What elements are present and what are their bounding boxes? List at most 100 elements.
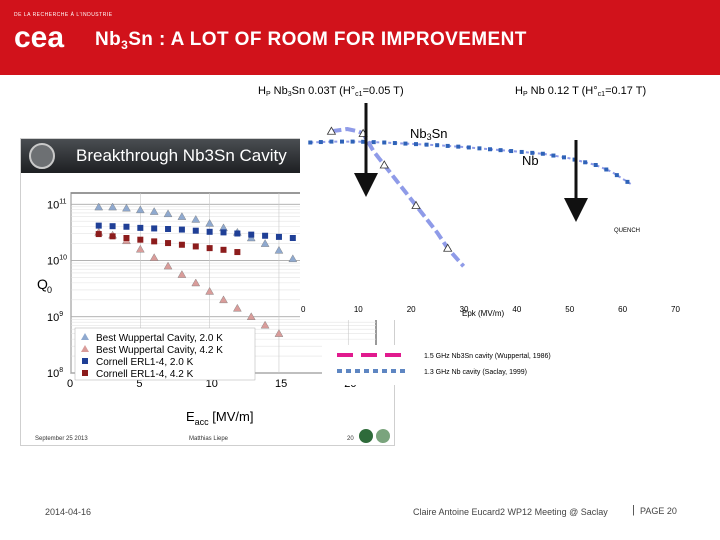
overlay-point-nb	[350, 139, 355, 144]
overlay-point-nb	[519, 149, 524, 154]
overlay-point-nb	[340, 139, 344, 144]
embedded-legend-marker	[82, 358, 88, 364]
embedded-data-point	[192, 243, 199, 250]
footer-separator: |	[632, 504, 635, 516]
nb-curve-label: Nb	[522, 153, 539, 168]
embedded-legend-label: Cornell ERL1-4, 4.2 K	[96, 369, 194, 380]
embedded-legend-label: Best Wuppertal Cavity, 4.2 K	[96, 345, 223, 356]
embedded-data-point	[123, 223, 130, 230]
overlay-x-tick-label: 30	[460, 305, 469, 314]
embedded-data-point	[178, 241, 185, 248]
overlay-point-nb	[456, 144, 461, 149]
overlay-x-tick-label: 10	[354, 305, 363, 314]
embedded-data-point	[191, 278, 201, 287]
cornell-seal-icon	[29, 143, 55, 169]
overlay-point-nb	[308, 140, 313, 145]
embedded-data-point	[220, 229, 227, 236]
embedded-footer-date: September 25 2013	[35, 436, 88, 442]
overlay-point-nb	[551, 153, 556, 158]
embedded-data-point	[274, 245, 284, 254]
overlay-x-tick-label: 70	[671, 305, 680, 314]
overlay-point-nb	[445, 143, 450, 148]
footer-page-number: PAGE 20	[640, 506, 677, 516]
embedded-data-point	[262, 232, 269, 239]
embedded-data-point	[288, 254, 298, 263]
embedded-legend-marker	[81, 345, 89, 352]
embedded-data-point	[177, 212, 187, 220]
slide-title: Nb3Sn : A LOT OF ROOM FOR IMPROVEMENT	[95, 29, 527, 52]
footer-date: 2014-04-16	[45, 507, 92, 517]
embedded-data-point	[248, 231, 255, 238]
embedded-data-point	[205, 218, 214, 227]
embedded-data-point	[260, 320, 270, 329]
embedded-data-point	[137, 224, 144, 231]
embedded-data-point	[165, 240, 172, 247]
embedded-data-point	[234, 230, 241, 237]
embedded-legend-marker	[81, 333, 89, 340]
overlay-chart-panel: 1E+121E+111E+101E+091E+08010203040506070…	[272, 110, 685, 320]
embedded-data-point	[205, 287, 214, 295]
embedded-data-point	[95, 231, 102, 238]
nb3sn-hp-label: HP Nb3Sn 0.03T (H°c1=0.05 T)	[258, 85, 404, 98]
overlay-x-tick-label: 50	[565, 305, 574, 314]
embedded-data-point	[191, 215, 201, 223]
embedded-data-point	[206, 228, 213, 235]
embedded-data-point	[165, 226, 172, 232]
cea-logo: cea	[14, 21, 64, 54]
overlay-point-nb	[361, 139, 366, 144]
overlay-point-nb3sn	[379, 160, 389, 169]
legend-label-nb3sn: 1.5 GHz Nb3Sn cavity (Wuppertal, 1986)	[424, 353, 551, 360]
slide-title-rest: Sn : A LOT OF ROOM FOR IMPROVEMENT	[128, 29, 527, 50]
overlay-point-nb	[424, 142, 429, 147]
embedded-data-point	[260, 239, 270, 247]
overlay-point-nb	[329, 139, 334, 144]
footer-meeting: Claire Antoine Eucard2 WP12 Meeting @ Sa…	[413, 507, 608, 517]
overlay-point-nb	[604, 167, 609, 172]
embedded-data-point	[151, 238, 158, 245]
overlay-point-nb	[392, 141, 397, 146]
embedded-data-point	[219, 295, 228, 304]
embedded-data-point	[163, 261, 173, 270]
embedded-data-point	[109, 233, 116, 240]
nb-hp-label: HP Nb 0.12 T (H°c1=0.17 T)	[515, 85, 647, 98]
overlay-point-nb3sn	[443, 243, 453, 252]
embedded-data-point	[233, 303, 242, 312]
overlay-legend: 1.5 GHz Nb3Sn cavity (Wuppertal, 1986) 1…	[322, 345, 622, 385]
cea-logo-text: cea	[14, 21, 64, 54]
overlay-series-nb3sn	[331, 126, 466, 268]
quench-label: QUENCH	[614, 228, 640, 234]
overlay-point-nb	[593, 163, 598, 167]
embedded-footer-page: 20	[347, 436, 354, 442]
embedded-data-point	[178, 226, 185, 233]
embedded-footer-author: Matthias Liepe	[189, 436, 229, 442]
overlay-point-nb	[509, 149, 514, 154]
embedded-data-point	[274, 329, 284, 337]
overlay-point-nb	[562, 155, 566, 160]
embedded-data-point	[94, 202, 104, 211]
embedded-y-label-sub: 0	[47, 285, 52, 295]
embedded-data-point	[192, 227, 199, 234]
slide-title-part: Nb	[95, 29, 122, 50]
embedded-data-point	[149, 207, 159, 215]
overlay-point-nb	[403, 141, 408, 146]
embedded-x-tick-label: 15	[275, 378, 287, 390]
overlay-point-nb	[435, 143, 440, 148]
embedded-y-tick-label: 108	[47, 367, 63, 380]
nsf-logo-icon	[359, 429, 373, 443]
embedded-data-point	[151, 225, 158, 232]
header-bar: DE LA RECHERCHE À L'INDUSTRIE cea Nb3Sn …	[0, 0, 720, 75]
overlay-x-tick-label: 40	[512, 305, 521, 314]
nb3sn-curve-label: Nb3Sn	[410, 126, 448, 142]
cea-tagline: DE LA RECHERCHE À L'INDUSTRIE	[14, 12, 113, 18]
overlay-point-nb	[382, 140, 387, 145]
embedded-data-point	[246, 312, 256, 320]
overlay-point-nb	[414, 142, 418, 147]
embedded-x-tick-label: 0	[67, 378, 73, 390]
overlay-point-nb	[625, 179, 630, 184]
embedded-data-point	[149, 253, 159, 261]
embedded-data-point	[177, 270, 187, 278]
embedded-x-tick-label: 5	[136, 378, 142, 390]
overlay-point-nb	[466, 145, 471, 150]
embedded-data-point	[109, 223, 116, 230]
